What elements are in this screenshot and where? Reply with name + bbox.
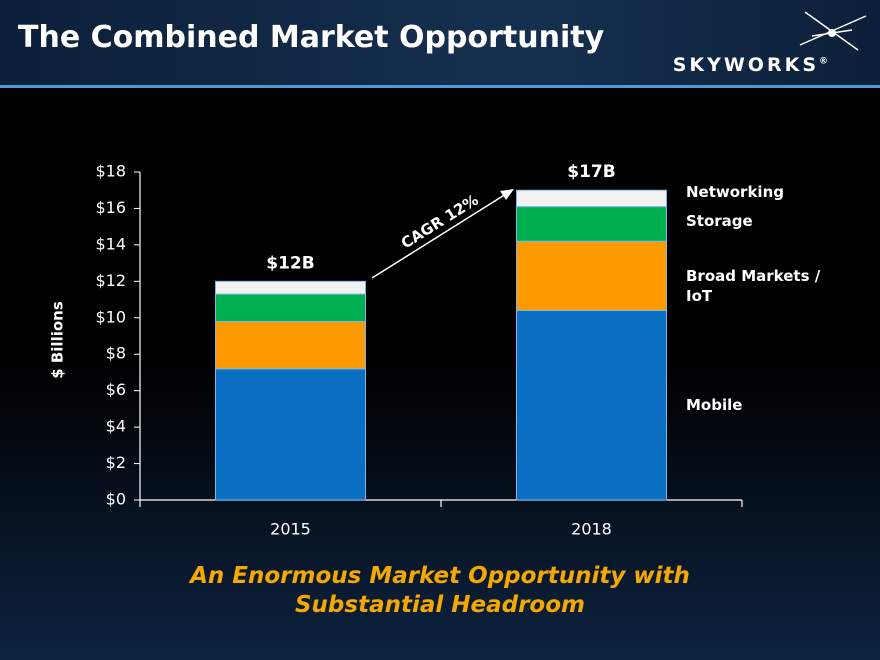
logo-text: SKYWORKS [672, 54, 819, 76]
footer-line: Substantial Headroom [294, 592, 585, 618]
y-tick-label: $2 [106, 453, 126, 472]
arrow-head [500, 189, 514, 200]
logo-mark: ® [819, 56, 828, 67]
logo: SKYWORKS® [673, 54, 828, 76]
x-tick-label: 2018 [571, 520, 612, 539]
y-tick-label: $16 [95, 198, 126, 217]
y-tick-label: $12 [95, 271, 126, 290]
y-axis-label: $ Billions [49, 301, 67, 379]
bar-segment [215, 320, 366, 370]
total-label: $17B [567, 162, 615, 182]
legend-label: Storage [686, 211, 753, 230]
bar-segment [516, 189, 667, 208]
cagr-label: CAGR 12% [398, 191, 482, 253]
footer-line: An Enormous Market Opportunity with [190, 563, 690, 589]
bar-segment [516, 206, 667, 242]
bar-segment [215, 280, 366, 295]
footer: An Enormous Market Opportunity with Subst… [0, 562, 880, 620]
cagr-arrow [371, 193, 507, 279]
y-tick-label: $4 [106, 417, 126, 436]
y-tick-label: $8 [106, 344, 126, 363]
header: The Combined Market Opportunity SKYWORKS… [0, 0, 880, 88]
legend-label: Broad Markets / IoT [686, 266, 821, 305]
y-tick-label: $0 [106, 490, 126, 509]
x-tick-label: 2015 [270, 520, 311, 539]
bar-segment [215, 293, 366, 322]
bar-segment [516, 240, 667, 311]
logo-icon [799, 11, 867, 51]
y-tick-label: $10 [95, 307, 126, 326]
y-tick-label: $18 [95, 162, 126, 181]
y-tick-label: $6 [106, 380, 126, 399]
total-label: $12B [266, 253, 314, 273]
legend-label: Networking [686, 183, 784, 202]
bar-segment [516, 309, 667, 501]
title: The Combined Market Opportunity [18, 20, 605, 55]
bar-segment [215, 368, 366, 501]
legend-label: Mobile [686, 396, 743, 415]
y-tick-label: $14 [95, 234, 126, 253]
